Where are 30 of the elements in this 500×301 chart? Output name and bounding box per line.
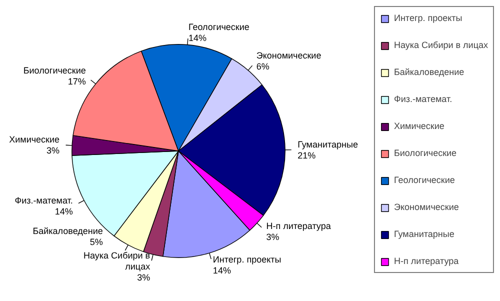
slice-label: Н-п литература — [266, 221, 331, 232]
data-label: 3% — [266, 232, 280, 242]
data-label: 3% — [137, 272, 150, 283]
legend-label: Физ.-математ. — [394, 93, 454, 105]
slice-label: Гуманитарные — [298, 139, 358, 150]
legend-label: Гуманитарные — [394, 228, 456, 240]
legend-label: Байкаловедение — [394, 66, 466, 78]
legend-label: Биологические — [394, 147, 458, 159]
slice-label: Наука Сибири в лицах — [84, 250, 151, 272]
slice-label: Интегр. проекты — [212, 254, 282, 265]
slice-label: Байкаловедение — [32, 226, 103, 236]
data-label: 14% — [212, 266, 231, 276]
slice-label: Биологические — [23, 66, 86, 76]
data-label: 17% — [68, 76, 86, 87]
data-label: 3% — [46, 145, 60, 156]
slice-label: Физ.-математ. — [14, 196, 73, 206]
legend-label: Интегр. проекты — [394, 12, 464, 24]
data-label: 14% — [54, 206, 73, 217]
legend-label: Геологические — [394, 174, 456, 186]
data-label: 6% — [256, 61, 270, 72]
data-label: 5% — [90, 237, 103, 248]
legend-label: Химические — [394, 120, 446, 132]
legend-label: Экономические — [394, 201, 460, 213]
slice-label: Экономические — [256, 50, 322, 60]
legend-label: Наука Сибири в лицах — [394, 39, 488, 51]
slice-label: Химические — [9, 134, 60, 144]
data-label: 21% — [298, 150, 316, 160]
legend-label: Н-п литература — [394, 255, 460, 267]
data-label: 14% — [188, 32, 206, 43]
slice-label: Геологические — [188, 22, 250, 32]
